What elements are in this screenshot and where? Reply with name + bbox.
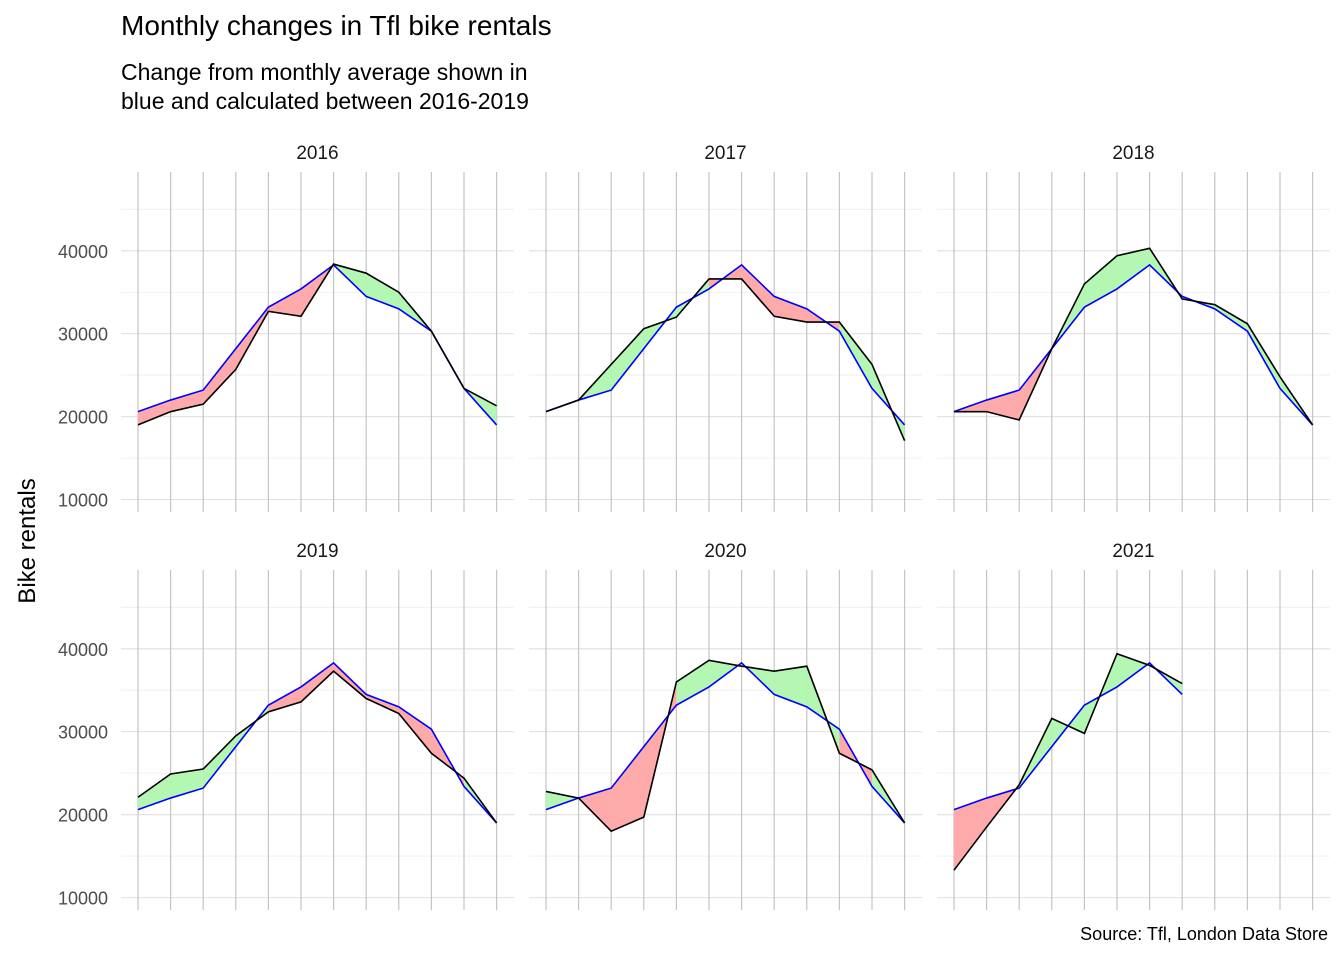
below-average-ribbon bbox=[170, 390, 204, 412]
above-average-ribbon bbox=[1084, 255, 1117, 308]
source-caption: Source: Tfl, London Data Store bbox=[1080, 924, 1328, 944]
y-tick-label: 10000 bbox=[58, 491, 108, 511]
above-average-ribbon bbox=[611, 328, 644, 391]
below-average-ribbon bbox=[578, 788, 612, 832]
facet-panel-2016: 10000 20000 30000 40000 2016 bbox=[58, 143, 514, 512]
actual-line bbox=[545, 659, 906, 833]
below-average-ribbon bbox=[268, 288, 301, 317]
actual-line bbox=[545, 278, 906, 441]
below-average-ribbon bbox=[268, 686, 301, 712]
below-average-ribbon bbox=[741, 264, 775, 317]
y-tick-label: 10000 bbox=[58, 889, 108, 909]
below-average-ribbon bbox=[301, 662, 334, 702]
above-average-ribbon bbox=[1117, 653, 1150, 687]
facet-panel-2017: 2017 bbox=[529, 143, 922, 512]
average-line bbox=[953, 263, 1314, 426]
y-tick-label: 40000 bbox=[58, 242, 108, 262]
subtitle-line-2: blue and calculated between 2016-2019 bbox=[121, 88, 529, 114]
facet-panel-2019: 10000 20000 30000 40000 2019 bbox=[58, 541, 514, 910]
facet-label: 2019 bbox=[296, 541, 338, 562]
y-tick-label: 20000 bbox=[58, 806, 108, 826]
facet-label: 2021 bbox=[1112, 541, 1154, 562]
y-tick-label: 30000 bbox=[58, 723, 108, 743]
y-tick-label: 30000 bbox=[58, 325, 108, 345]
facet-label: 2017 bbox=[704, 143, 746, 164]
below-average-ribbon bbox=[774, 296, 807, 323]
actual-line bbox=[137, 263, 497, 426]
y-tick-label: 20000 bbox=[58, 408, 108, 428]
above-average-ribbon bbox=[546, 791, 579, 810]
facet-label: 2016 bbox=[296, 143, 338, 164]
below-average-ribbon bbox=[954, 798, 987, 871]
actual-line bbox=[953, 652, 1183, 871]
facet-label: 2020 bbox=[704, 541, 746, 562]
average-line bbox=[137, 661, 498, 824]
above-average-ribbon bbox=[366, 273, 399, 309]
facet-panel-2020: 2020 bbox=[529, 541, 922, 910]
facet-panel-2018: 2018 bbox=[937, 143, 1330, 512]
above-average-ribbon bbox=[1214, 304, 1248, 332]
y-axis-title: Bike rentals bbox=[14, 478, 41, 603]
above-average-ribbon bbox=[1247, 323, 1280, 389]
subtitle-line-1: Change from monthly average shown in bbox=[121, 59, 528, 85]
actual-line bbox=[137, 670, 498, 824]
facet-panel-2021: 2021 bbox=[937, 541, 1330, 910]
actual-line bbox=[954, 247, 1314, 426]
above-average-ribbon bbox=[170, 769, 204, 799]
below-average-ribbon bbox=[611, 746, 644, 832]
average-line bbox=[545, 263, 906, 426]
above-average-ribbon bbox=[839, 322, 872, 389]
below-average-ribbon bbox=[203, 348, 236, 405]
above-average-ribbon bbox=[1117, 248, 1150, 289]
average-line bbox=[545, 661, 906, 824]
below-average-ribbon bbox=[138, 400, 171, 425]
above-average-ribbon bbox=[676, 660, 709, 706]
facet-label: 2018 bbox=[1112, 143, 1154, 164]
y-tick-label: 40000 bbox=[58, 640, 108, 660]
chart-subtitle: Change from monthly average shown in blu… bbox=[121, 58, 529, 116]
average-line bbox=[953, 661, 1183, 811]
below-average-ribbon bbox=[398, 706, 432, 754]
chart-title: Monthly changes in Tfl bike rentals bbox=[121, 10, 552, 41]
above-average-ribbon bbox=[203, 735, 236, 789]
below-average-ribbon bbox=[366, 694, 399, 714]
